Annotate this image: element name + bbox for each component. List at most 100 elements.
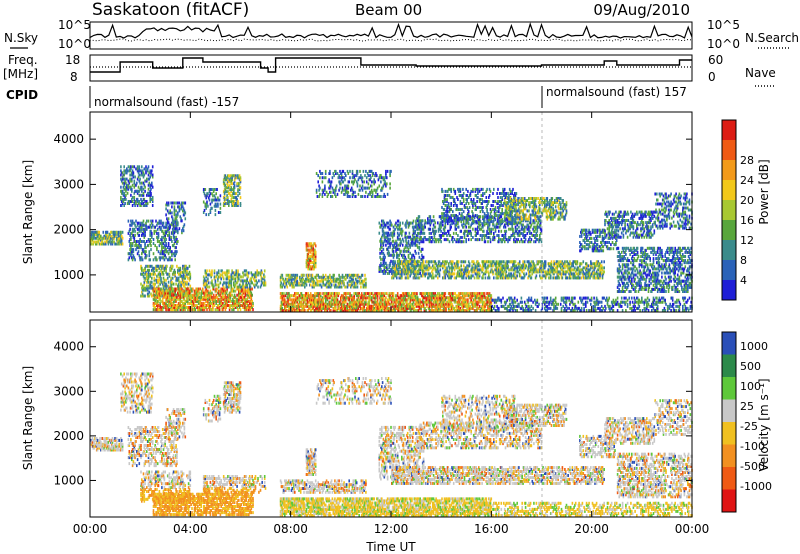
scatter-cell (209, 192, 212, 196)
scatter-cell (370, 176, 372, 180)
scatter-cell (120, 171, 123, 175)
scatter-cell (487, 292, 489, 296)
scatter-cell (180, 284, 182, 288)
scatter-cell (304, 281, 307, 285)
scatter-cell (403, 294, 406, 298)
scatter-cell (361, 279, 364, 283)
scatter-cell (171, 227, 174, 231)
scatter-cell (133, 179, 136, 183)
scatter-cell (182, 209, 184, 213)
scatter-cell (239, 180, 242, 184)
scatter-cell (421, 257, 424, 261)
scatter-cell (166, 284, 168, 288)
scatter-cell (365, 285, 367, 289)
cpid-segment-1: normalsound (fast) -157 (94, 95, 239, 109)
scatter-cell (139, 187, 141, 191)
scatter-cell (428, 304, 431, 308)
scatter-cell (471, 306, 473, 310)
scatter-cell (192, 293, 194, 297)
scatter-cell (113, 232, 115, 236)
scatter-cell (364, 300, 366, 304)
scatter-cell (381, 245, 383, 249)
scatter-cell (176, 276, 178, 280)
scatter-cell (149, 169, 151, 173)
scatter-cell (171, 272, 174, 276)
scatter-cell (300, 304, 303, 308)
scatter-cell (120, 173, 122, 177)
scatter-cell (350, 188, 352, 192)
scatter-cell (328, 296, 330, 300)
scatter-cell (142, 219, 145, 223)
scatter-cell (476, 296, 478, 300)
scatter-cell (263, 277, 265, 281)
scatter-cell (385, 184, 387, 188)
scatter-cell (230, 279, 233, 283)
scatter-cell (156, 238, 159, 241)
scatter-cell (238, 174, 241, 178)
scatter-cell (222, 308, 224, 312)
scatter-cell (319, 186, 321, 190)
scatter-cell (415, 300, 417, 304)
scatter-cell (289, 281, 291, 285)
scatter-cell (326, 296, 329, 300)
scatter-cell (242, 279, 244, 283)
scatter-cell (239, 202, 242, 205)
scatter-cell (149, 189, 151, 193)
scatter-cell (468, 309, 471, 312)
scatter-cell (365, 306, 368, 310)
scatter-cell (313, 283, 315, 287)
scatter-cell (368, 298, 370, 302)
scatter-cell (166, 201, 168, 205)
scatter-cell (450, 298, 452, 302)
scatter-cell (422, 300, 425, 304)
scatter-cell (239, 196, 242, 200)
scatter-cell (132, 229, 135, 233)
scatter-cell (109, 234, 111, 238)
scatter-cell (307, 292, 309, 296)
scatter-cell (166, 295, 169, 299)
scatter-cell (90, 230, 93, 234)
scatter-cell (366, 306, 369, 310)
scatter-cell (339, 176, 341, 180)
scatter-cell (206, 202, 208, 206)
scatter-cell (224, 299, 227, 303)
scatter-cell (178, 268, 181, 272)
scatter-cell (452, 292, 454, 296)
scatter-cell (456, 306, 458, 310)
scatter-cell (175, 299, 177, 303)
scatter-cell (246, 299, 248, 303)
scatter-cell (405, 306, 407, 310)
scatter-cell (157, 295, 160, 299)
scatter-cell (279, 292, 282, 296)
scatter-cell (359, 169, 361, 173)
scatter-cell (300, 292, 303, 296)
scatter-cell (238, 178, 241, 182)
scatter-cell (368, 186, 370, 190)
scatter-cell (157, 272, 160, 276)
scatter-cell (168, 274, 171, 278)
scatter-cell (343, 302, 345, 306)
scatter-cell (174, 227, 176, 231)
scatter-cell (162, 235, 165, 239)
scatter-cell (356, 285, 359, 289)
scatter-cell (173, 252, 176, 256)
scatter-cell (140, 173, 142, 177)
scatter-cell (482, 292, 484, 296)
scatter-cell (402, 266, 405, 270)
scatter-cell (263, 273, 265, 277)
scatter-cell (181, 231, 183, 235)
scatter-cell (307, 261, 309, 265)
scatter-cell (166, 250, 169, 254)
scatter-cell (396, 245, 398, 249)
scatter-cell (203, 283, 206, 287)
scatter-cell (443, 296, 446, 300)
scatter-cell (223, 291, 226, 295)
scatter-cell (222, 297, 225, 301)
scatter-cell (391, 233, 393, 237)
scatter-cell (482, 302, 484, 306)
scatter-cell (349, 292, 351, 296)
scatter-cell (490, 302, 493, 306)
scatter-cell (210, 297, 212, 301)
scatter-cell (121, 175, 124, 179)
scatter-cell (161, 246, 163, 250)
